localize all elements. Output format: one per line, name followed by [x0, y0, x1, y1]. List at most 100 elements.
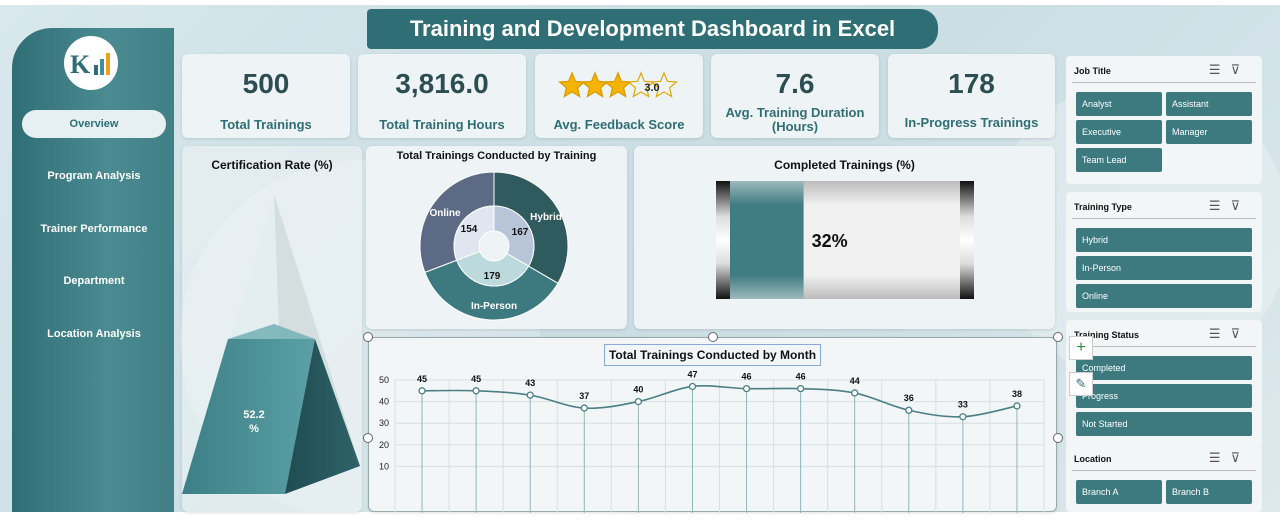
- slicer-multiselect-clear-filter-icons[interactable]: ☰⊽: [1208, 326, 1250, 341]
- kpi-label: Total Training Hours: [379, 117, 505, 132]
- slicer-multiselect-clear-filter-icons[interactable]: ☰⊽: [1208, 450, 1250, 465]
- nav-item-location-analysis[interactable]: Location Analysis: [47, 328, 141, 340]
- donut-value-label: 167: [512, 227, 529, 238]
- data-point: [742, 384, 751, 393]
- pyramid-chart: 52.2 %: [182, 194, 360, 494]
- slicer-item[interactable]: Branch A: [1076, 480, 1162, 504]
- pyramid-value-unit: %: [249, 423, 259, 435]
- data-label: 46: [796, 372, 806, 382]
- feedback-score-value: 3.0: [644, 82, 659, 94]
- pyramid-value-label: 52.2: [243, 409, 264, 421]
- data-point: [851, 389, 859, 397]
- pyramid-fill-left: [182, 339, 315, 494]
- pyramid-fill-top: [228, 324, 315, 339]
- star-filled-icon: [558, 71, 586, 98]
- y-tick-label: 30: [379, 418, 389, 428]
- slicer-job-title: Job Title ☰⊽ Analyst Assistant Executive Mana…: [1066, 56, 1262, 184]
- monthly-line-chart: 50 40 30 20 10 45 45 43 37 40 47 46 46 44 36 33 38: [379, 369, 1045, 513]
- dashboard-title: Training and Development Dashboard in Ex…: [367, 9, 938, 49]
- slicer-divider: [1072, 218, 1256, 219]
- data-point: [580, 404, 588, 412]
- kpi-label: Avg. Training Duration (Hours): [725, 105, 865, 134]
- nav-item-trainer-performance[interactable]: Trainer Performance: [40, 223, 148, 235]
- star-empty-icon: [627, 71, 655, 98]
- slicer-item[interactable]: Hybrid: [1076, 228, 1252, 252]
- slicer-multiselect-clear-filter-icons[interactable]: ☰⊽: [1208, 198, 1250, 213]
- nav-item-overview[interactable]: Overview: [22, 110, 166, 138]
- data-label: 47: [687, 369, 697, 379]
- data-label: 38: [1012, 389, 1022, 399]
- kpi-total-training-hours: 3,816.0 Total Training Hours: [358, 54, 526, 138]
- slicer-item[interactable]: Online: [1076, 284, 1252, 308]
- kpi-value: 178: [948, 68, 995, 99]
- completed-card: Completed Trainings (%) 32%: [634, 146, 1055, 329]
- cylinder-right-cap: [960, 181, 974, 299]
- cylinder-left-cap: [716, 181, 730, 299]
- slicer-item[interactable]: Team Lead: [1076, 148, 1162, 172]
- donut-card: Total Trainings Conducted by Training Hy…: [366, 146, 627, 329]
- slicer-divider: [1072, 470, 1256, 471]
- slicer-location: Location ☰⊽ Branch A Branch B: [1066, 444, 1262, 512]
- star-empty-icon: [650, 71, 678, 98]
- data-point: [905, 406, 913, 414]
- slicer-item[interactable]: Not Started: [1076, 412, 1252, 436]
- data-label: 45: [471, 374, 481, 384]
- monthly-line-card[interactable]: 50 40 30 20 10 45 45 43 37 40 47 46 46 44 36 33 38 Total…: [368, 337, 1057, 513]
- data-label: 43: [525, 378, 535, 388]
- completed-value-label: 32%: [812, 231, 848, 251]
- data-label: 40: [633, 385, 643, 395]
- y-tick-label: 40: [379, 397, 389, 407]
- logo-icon: K: [70, 50, 110, 79]
- slicer-item[interactable]: Completed: [1076, 356, 1252, 380]
- resize-handle[interactable]: [1053, 332, 1063, 342]
- donut-inner-slice-in-person: [455, 250, 530, 287]
- data-point: [959, 413, 967, 421]
- kpi-feedback-score: 3.0 Avg. Feedback Score: [535, 54, 703, 138]
- nav-item-department[interactable]: Department: [63, 275, 125, 287]
- resize-handle[interactable]: [363, 332, 373, 342]
- slicer-training-status: Training Status ☰⊽ Completed Progress Not St…: [1066, 320, 1262, 446]
- resize-handle[interactable]: [708, 332, 718, 342]
- kpi-label: Total Trainings: [220, 117, 312, 132]
- data-point: [634, 397, 643, 406]
- star-filled-icon: [581, 71, 609, 98]
- certification-card: Certification Rate (%) 52.2 %: [182, 146, 362, 512]
- sidebar: [12, 28, 174, 512]
- data-label: 33: [958, 400, 968, 410]
- cylinder-fill: [730, 181, 804, 299]
- resize-handle[interactable]: [1053, 433, 1063, 443]
- slicer-training-type: Training Type ☰⊽ Hybrid In-Person Online: [1066, 192, 1262, 312]
- star-filled-icon: [604, 71, 632, 98]
- y-tick-label: 20: [379, 440, 389, 450]
- slicer-item[interactable]: Manager: [1166, 120, 1252, 144]
- donut-inner-slice-hybrid: [493, 205, 535, 267]
- y-tick-label: 10: [379, 461, 389, 471]
- kpi-value: 500: [242, 68, 290, 99]
- nav-item-program-analysis[interactable]: Program Analysis: [47, 170, 141, 182]
- chart-elements-plus-icon[interactable]: +: [1069, 336, 1093, 360]
- logo: K: [64, 36, 118, 90]
- kpi-label: In-Progress Trainings: [904, 115, 1039, 130]
- line-chart-title[interactable]: Total Trainings Conducted by Month: [604, 344, 821, 366]
- slicer-item[interactable]: Assistant: [1166, 92, 1252, 116]
- svg-text:K: K: [70, 50, 91, 79]
- donut-category-label: Online: [429, 208, 461, 219]
- slicer-item[interactable]: In-Person: [1076, 256, 1252, 280]
- resize-handle[interactable]: [363, 433, 373, 443]
- data-point: [796, 384, 805, 393]
- slicer-title: Job Title: [1074, 66, 1111, 76]
- donut-value-label: 179: [484, 271, 501, 282]
- slicer-item[interactable]: Executive: [1076, 120, 1162, 144]
- data-label: 37: [579, 391, 589, 401]
- data-label: 44: [850, 376, 860, 386]
- kpi-value: 3,816.0: [395, 68, 489, 99]
- slicer-multiselect-clear-filter-icons[interactable]: ☰⊽: [1208, 62, 1250, 77]
- donut-category-label: In-Person: [471, 301, 517, 312]
- data-label: 46: [742, 372, 752, 382]
- slicer-item[interactable]: Analyst: [1076, 92, 1162, 116]
- slicer-item[interactable]: Progress: [1076, 384, 1252, 408]
- data-point: [526, 391, 534, 399]
- chart-styles-brush-icon[interactable]: ✎: [1069, 372, 1093, 396]
- slicer-item[interactable]: Branch B: [1166, 480, 1252, 504]
- star-rating: 3.0: [535, 68, 703, 104]
